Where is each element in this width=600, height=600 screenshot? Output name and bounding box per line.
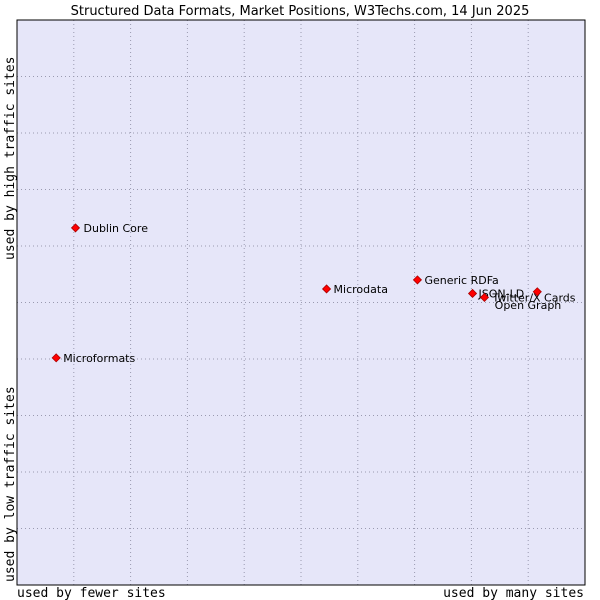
data-point-marker (467, 288, 478, 299)
y-axis-label-bottom: used by low traffic sites (3, 386, 18, 582)
grid (17, 20, 585, 585)
data-point-label: Microformats (63, 352, 135, 365)
data-point-marker (51, 353, 61, 363)
plot-border (16, 19, 586, 586)
data-point-marker (321, 284, 332, 294)
data-point-label: Dublin Core (84, 222, 149, 235)
data-point-label: Twitter/X Cards (491, 291, 575, 304)
data-point-label: Generic RDFa (424, 274, 498, 287)
data-point-label: JSON-LD (478, 287, 525, 300)
data-point-marker (412, 275, 423, 285)
x-axis-label-right: used by many sites (443, 586, 584, 600)
chart-title: Structured Data Formats, Market Position… (71, 4, 530, 19)
data-point-label: Open Graph (495, 299, 562, 312)
data-points: Dublin Core Microformats Microdata Generic … (51, 222, 576, 365)
y-axis-label-top: used by high traffic sites (3, 57, 18, 261)
data-point-marker (532, 287, 542, 297)
x-axis-label-left: used by fewer sites (17, 586, 166, 600)
data-point-label: Microdata (334, 283, 388, 296)
data-point-marker (479, 292, 490, 302)
data-point-marker (70, 223, 81, 233)
